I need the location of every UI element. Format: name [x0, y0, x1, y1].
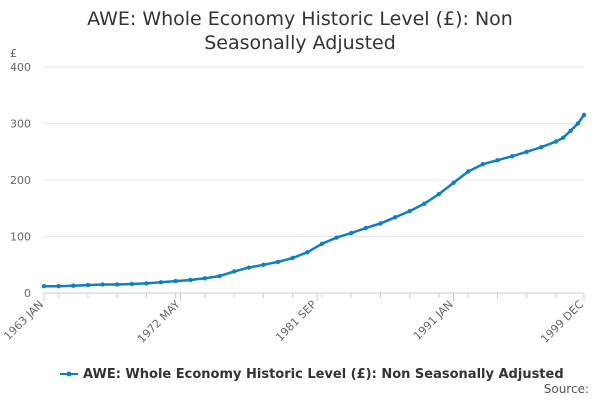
data-point[interactable]	[158, 280, 164, 285]
y-tick-label: 300	[10, 118, 31, 131]
data-point[interactable]	[363, 225, 368, 231]
data-point[interactable]	[305, 250, 310, 255]
data-point[interactable]	[466, 169, 471, 174]
data-point[interactable]	[581, 112, 587, 118]
data-point[interactable]	[480, 162, 485, 167]
y-tick-label: 100	[10, 231, 31, 244]
legend[interactable]: AWE: Whole Economy Historic Level (£): N…	[60, 367, 564, 382]
legend-swatch-marker	[66, 371, 72, 377]
data-point[interactable]	[568, 128, 573, 133]
data-point[interactable]	[451, 180, 456, 185]
x-tick-label: 1999 DEC	[538, 298, 586, 346]
data-point[interactable]	[114, 282, 120, 287]
data-point[interactable]	[575, 121, 581, 126]
y-tick-label: 400	[10, 61, 31, 74]
data-point[interactable]	[232, 269, 237, 274]
source-label: Source:	[544, 382, 589, 396]
data-point[interactable]	[188, 277, 193, 283]
series-layer	[41, 112, 587, 289]
x-tick-label: 1991 JAN	[411, 298, 456, 343]
data-point[interactable]	[524, 149, 529, 154]
data-point[interactable]	[561, 135, 566, 140]
data-point[interactable]	[349, 230, 354, 236]
y-axis-unit-label: £	[10, 47, 17, 60]
x-tick-label: 1972 MAY	[135, 298, 183, 346]
data-point[interactable]	[275, 259, 281, 265]
data-point[interactable]	[407, 208, 412, 214]
data-point[interactable]	[217, 273, 222, 279]
data-point[interactable]	[290, 255, 295, 261]
data-point[interactable]	[422, 201, 427, 206]
legend-label: AWE: Whole Economy Historic Level (£): N…	[83, 367, 564, 382]
data-point[interactable]	[261, 262, 266, 267]
data-point[interactable]	[129, 281, 134, 287]
data-point[interactable]	[539, 145, 544, 150]
data-point[interactable]	[378, 221, 383, 226]
x-tick-label: 1963 JAN	[1, 298, 46, 343]
gridlines	[44, 66, 584, 294]
data-point[interactable]	[392, 215, 398, 220]
y-tick-label: 0	[24, 287, 31, 300]
x-tick-label: 1981 SEP	[273, 298, 319, 344]
data-point[interactable]	[144, 281, 149, 286]
data-point[interactable]	[202, 276, 208, 281]
data-point[interactable]	[100, 282, 105, 287]
data-point[interactable]	[495, 158, 500, 163]
data-point[interactable]	[334, 235, 339, 240]
data-point[interactable]	[319, 241, 325, 246]
data-point[interactable]	[246, 265, 251, 270]
data-point[interactable]	[85, 282, 91, 288]
series-line	[44, 114, 586, 288]
data-point[interactable]	[56, 284, 61, 289]
y-tick-label: 200	[10, 174, 31, 187]
data-point[interactable]	[173, 278, 178, 284]
data-point[interactable]	[509, 154, 515, 159]
data-point[interactable]	[553, 139, 559, 144]
data-point[interactable]	[71, 283, 76, 288]
data-point[interactable]	[41, 284, 47, 289]
axes: 0 100 200 300 400 1963 JAN 1972 MAY 1981 SEP 199…	[1, 61, 586, 346]
chart-title: AWE: Whole Economy Historic Level (£): N…	[87, 8, 513, 54]
data-point[interactable]	[436, 191, 442, 197]
